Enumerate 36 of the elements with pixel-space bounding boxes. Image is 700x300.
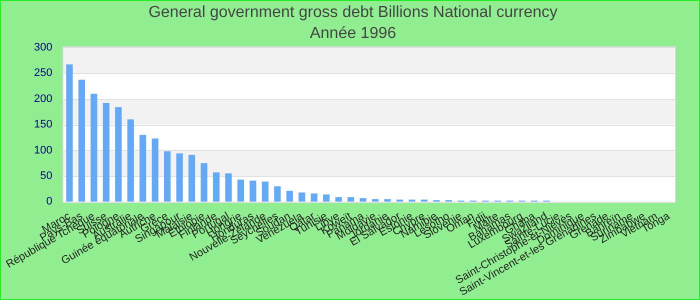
bar — [127, 119, 134, 202]
bar — [335, 197, 342, 202]
bar — [262, 182, 268, 202]
bar — [310, 193, 318, 202]
bar — [115, 107, 122, 202]
y-tick-label: 250 — [34, 67, 52, 80]
bar — [164, 151, 171, 202]
bar — [298, 192, 306, 202]
bar — [152, 138, 158, 202]
bar — [102, 102, 110, 202]
bar — [323, 194, 330, 202]
bar — [360, 198, 366, 202]
bar — [372, 199, 379, 202]
bar — [225, 173, 232, 202]
chart-subtitle: Année 1996 — [310, 25, 396, 42]
bar — [250, 180, 256, 202]
y-tick-label: 300 — [34, 41, 52, 54]
bar — [66, 64, 73, 202]
chart-title: General government gross debt Billions National currency — [148, 4, 558, 22]
bar — [200, 163, 208, 202]
bar — [212, 172, 220, 202]
bar — [237, 180, 244, 202]
bar — [140, 134, 146, 202]
y-tick-label: 50 — [40, 170, 52, 182]
y-tick-label: 100 — [34, 144, 52, 156]
bar — [286, 190, 293, 202]
bar — [274, 186, 281, 202]
bar — [78, 80, 86, 202]
bar — [188, 154, 196, 202]
y-tick-label: 200 — [34, 92, 52, 105]
bar — [176, 153, 183, 202]
bar — [348, 197, 354, 202]
y-tick-label: 150 — [34, 118, 52, 131]
bar — [384, 199, 391, 202]
y-tick-label: 0 — [46, 196, 52, 208]
bar — [90, 94, 98, 202]
